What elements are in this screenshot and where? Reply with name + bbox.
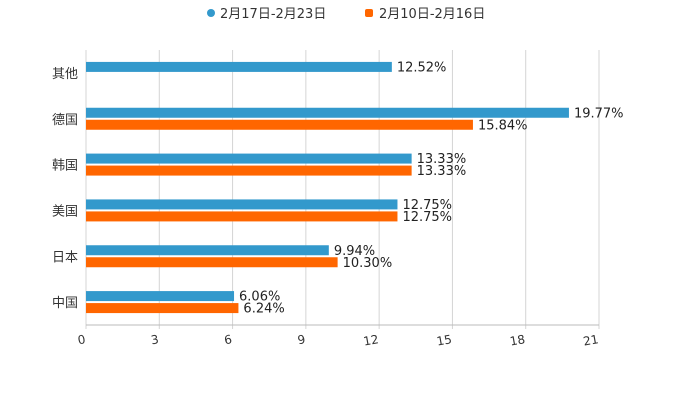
bar-series-2-5[interactable] bbox=[86, 303, 239, 314]
category-label-0: 其他 bbox=[52, 67, 78, 82]
data-label-series-2-5: 6.24% bbox=[243, 302, 284, 317]
x-tick-label-15: 15 bbox=[435, 332, 452, 348]
legend-label-series-1: 2月17日-2月23日 bbox=[220, 7, 326, 22]
category-label-4: 日本 bbox=[52, 250, 78, 265]
data-labels: 12.52% 19.77% 15.84% 13.33%13.33% 12.75%12.7… bbox=[239, 60, 623, 316]
bar-series-1-3[interactable] bbox=[86, 199, 398, 210]
data-label-series-1-2: 13.33% bbox=[417, 152, 467, 167]
data-label-series-2-2: 13.33% bbox=[417, 164, 467, 179]
data-label-series-2-1: 15.84% bbox=[478, 118, 528, 133]
category-label-1: 德国 bbox=[52, 113, 78, 128]
x-tick-label-9: 9 bbox=[296, 332, 306, 347]
legend-item-series-2[interactable]: 2月10日-2月16日 bbox=[365, 7, 485, 22]
legend-label-series-2: 2月10日-2月16日 bbox=[379, 7, 485, 22]
grid-lines bbox=[85, 50, 600, 329]
x-tick-label-6: 6 bbox=[223, 332, 233, 347]
x-tick-label-12: 12 bbox=[362, 332, 379, 348]
bar-series-1-5[interactable] bbox=[86, 291, 235, 302]
category-label-5: 中国 bbox=[52, 296, 78, 311]
legend-marker-series-2 bbox=[365, 9, 373, 17]
bar-series-2-3[interactable] bbox=[86, 211, 398, 222]
data-label-series-1-5: 6.06% bbox=[239, 290, 280, 305]
x-axis: 0 3 6 9 12 15 18 21 bbox=[77, 324, 600, 349]
legend-marker-series-1 bbox=[207, 9, 215, 17]
data-label-series-2-4: 10.30% bbox=[343, 256, 393, 271]
data-label-series-1-0: 12.52% bbox=[397, 60, 447, 75]
bar-series-1-1[interactable] bbox=[86, 107, 569, 118]
bar-series-1-4[interactable] bbox=[86, 245, 329, 256]
legend-item-series-1[interactable]: 2月17日-2月23日 bbox=[207, 7, 326, 22]
legend: 2月17日-2月23日 2月10日-2月16日 bbox=[207, 7, 485, 22]
bar-series-2-2[interactable] bbox=[86, 165, 412, 176]
bar-series-2-1[interactable] bbox=[86, 119, 473, 130]
data-label-series-2-3: 12.75% bbox=[402, 210, 452, 225]
category-label-2: 韩国 bbox=[52, 159, 78, 174]
data-label-series-1-3: 12.75% bbox=[402, 198, 452, 213]
data-label-series-1-1: 19.77% bbox=[574, 106, 624, 121]
bars bbox=[86, 61, 569, 314]
x-tick-label-21: 21 bbox=[582, 332, 599, 348]
bar-series-1-2[interactable] bbox=[86, 153, 412, 164]
bar-series-2-4[interactable] bbox=[86, 257, 338, 268]
x-tick-label-3: 3 bbox=[150, 332, 160, 347]
data-label-series-1-4: 9.94% bbox=[334, 244, 375, 259]
x-tick-label-18: 18 bbox=[509, 332, 526, 348]
x-tick-label-0: 0 bbox=[77, 332, 87, 347]
bar-series-1-0[interactable] bbox=[86, 61, 392, 72]
category-label-3: 美国 bbox=[52, 204, 78, 219]
